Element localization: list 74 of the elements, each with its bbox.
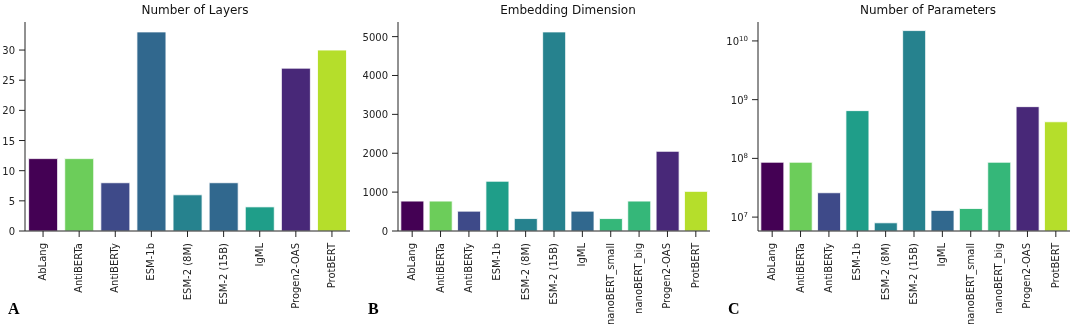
x-tick-label: ESM-2 (15B): [548, 242, 559, 305]
x-tick-label: AntiBERTy: [109, 242, 121, 293]
x-tick-label: AbLang: [406, 243, 418, 281]
x-tick-label: IgML: [936, 242, 948, 267]
x-tick-label: AntiBERTa: [434, 243, 446, 293]
y-tick-label: 0: [381, 226, 388, 237]
bar: [100, 182, 131, 231]
y-tick-label: 25: [2, 75, 15, 87]
x-tick-label: AntiBERTy: [462, 242, 474, 293]
x-tick-label: ESM-1b: [491, 243, 503, 281]
x-tick-label: ESM-1b: [851, 243, 863, 281]
bar: [598, 218, 623, 231]
x-tick-label: ESM-2 (15B): [908, 242, 919, 305]
x-tick-label: Progen2-OAS: [661, 243, 673, 309]
bar: [317, 49, 347, 231]
y-tick-label: 2000: [362, 148, 388, 160]
bar: [280, 67, 311, 231]
x-tick-label: ProtBERT: [689, 242, 701, 289]
text: A: [8, 300, 20, 318]
y-tick-label: 10$^{9}$: [730, 93, 748, 106]
y-tick-label: 15: [2, 135, 15, 147]
bar: [208, 182, 239, 231]
bar: [244, 206, 275, 231]
x-tick-label: nanoBERT_small: [604, 243, 617, 325]
bar: [64, 158, 95, 231]
text: C: [728, 300, 740, 318]
y-tick-label: 5000: [362, 31, 388, 43]
x-tick-label: ESM-2 (8M): [519, 242, 531, 301]
y-tick-label: 10: [2, 165, 15, 177]
y-tick-label: 20: [2, 105, 15, 117]
x-tick-label: Progen2-OAS: [289, 243, 301, 309]
y-tick-label: 10$^{7}$: [730, 211, 748, 224]
chart-title: Embedding Dimension: [499, 3, 637, 17]
x-tick-label: AbLang: [37, 243, 49, 281]
y-tick-label: 4000: [362, 70, 388, 82]
x-tick-label: ProtBERT: [325, 242, 337, 289]
x-tick-label: ESM-2 (8M): [181, 242, 193, 301]
x-tick-label: nanoBERT_big: [633, 243, 646, 314]
bar: [570, 210, 595, 231]
x-tick-label: ESM-2 (15B): [217, 242, 229, 305]
y-tick-label: 30: [2, 45, 15, 57]
bar: [457, 210, 481, 231]
chart-title: Number of Layers: [140, 3, 250, 17]
y-tick-label: 10$^{10}$: [726, 34, 748, 47]
x-tick-label: AntiBERTy: [822, 242, 834, 293]
x-tick-label: nanoBERT_small: [964, 243, 977, 325]
bar: [485, 180, 510, 231]
y-tick-label: 3000: [362, 109, 388, 121]
bar: [172, 194, 203, 231]
y-tick-label: 0: [8, 226, 15, 237]
bar: [655, 150, 680, 231]
bar: [684, 190, 708, 231]
x-tick-label: AbLang: [766, 243, 778, 281]
chart-title: Number of Parameters: [858, 3, 998, 17]
bar: [428, 200, 453, 231]
x-tick-label: ESM-2 (8M): [879, 242, 891, 301]
x-tick-label: ProtBERT: [1049, 242, 1061, 289]
x-tick-label: ESM-1b: [145, 243, 157, 281]
x-tick-label: AntiBERTa: [794, 243, 806, 293]
x-tick-label: Progen2-OAS: [1021, 243, 1033, 309]
x-tick-label: AntiBERTa: [73, 243, 85, 293]
x-tick-label: IgML: [576, 242, 588, 267]
bar: [400, 200, 425, 231]
bar: [28, 158, 59, 231]
bar: [627, 200, 652, 231]
bar: [542, 31, 567, 231]
bar: [513, 218, 538, 231]
y-tick-label: 5: [8, 195, 15, 207]
y-tick-label: 10$^{8}$: [730, 152, 748, 165]
x-tick-label: nanoBERT_big: [993, 243, 1006, 314]
text: B: [368, 300, 379, 318]
x-tick-label: IgML: [253, 242, 265, 267]
y-tick-label: 1000: [362, 187, 388, 199]
bar: [136, 31, 167, 231]
